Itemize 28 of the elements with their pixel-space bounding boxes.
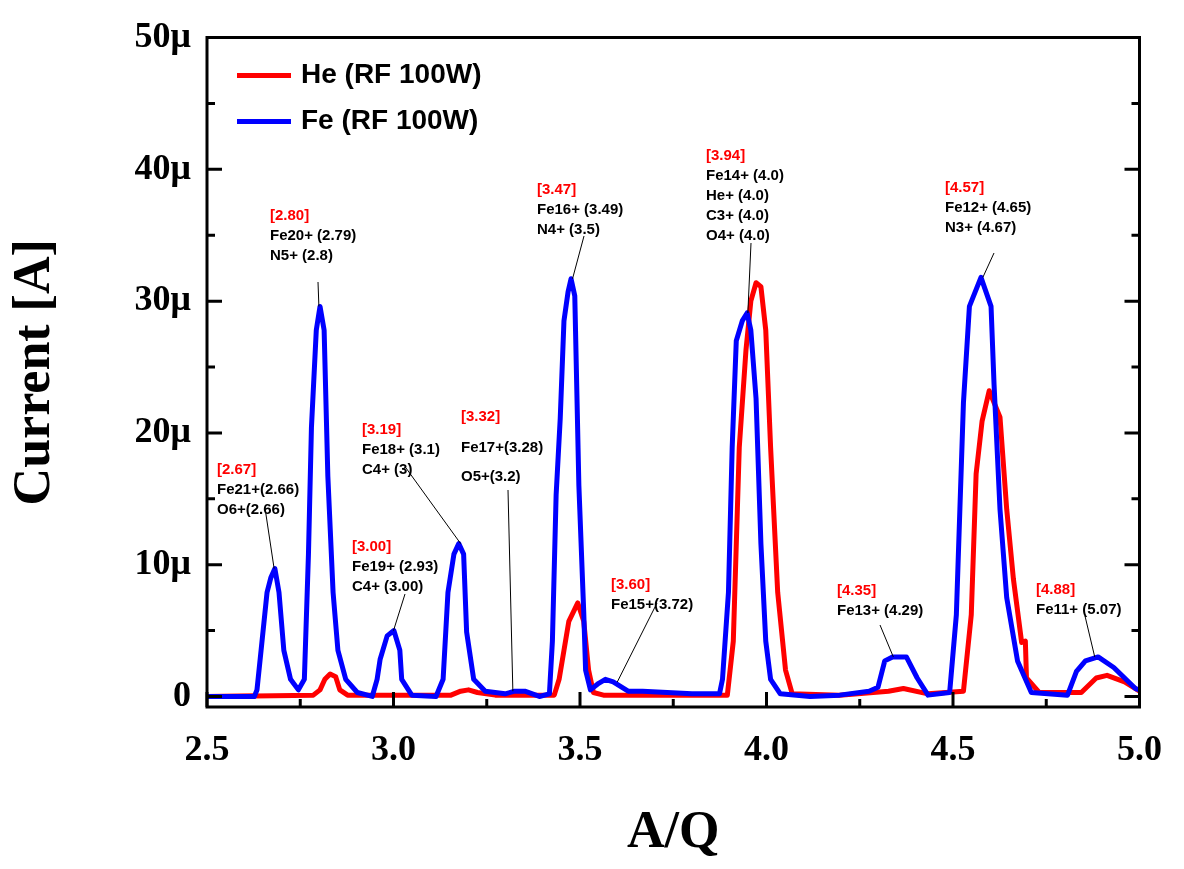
annotation: [2.80] Fe20+ (2.79) N5+ (2.8) [270, 205, 357, 263]
annotation: [4.57] Fe12+ (4.65) N3+ (4.67) [945, 177, 1032, 235]
annotation: O5+(3.2) [461, 466, 521, 484]
y-axis-title: Current [A] [2, 239, 60, 506]
y-tick-label: 20μ [134, 410, 191, 451]
x-tick-label: 5.0 [1117, 727, 1162, 768]
x-tick-label: 4.0 [744, 727, 789, 768]
annotation: [4.35] Fe13+ (4.29) [837, 580, 924, 618]
legend-label: Fe (RF 100W) [301, 104, 479, 136]
y-tick-label: 10μ [134, 541, 191, 582]
x-axis-title: A/Q [627, 801, 720, 859]
annotation: [2.67] Fe21+(2.66) O6+(2.66) [217, 459, 300, 517]
x-tick-label: 3.0 [371, 727, 416, 768]
annotation: [3.32] Fe17+(3.28) [461, 406, 544, 455]
annotation: [3.60] Fe15+(3.72) [611, 574, 694, 612]
annotation: [4.88] Fe11+ (5.07) [1036, 579, 1122, 617]
annotation: [3.00] Fe19+ (2.93) C4+ (3.00) [352, 536, 439, 594]
x-tick-label: 2.5 [184, 727, 230, 768]
legend-label: He (RF 100W) [301, 58, 482, 90]
annotation: [3.47] Fe16+ (3.49) N4+ (3.5) [537, 179, 624, 237]
annotation: [3.19] Fe18+ (3.1) C4+ (3) [362, 419, 440, 477]
y-tick-label: 50μ [134, 14, 191, 55]
x-tick-label: 3.5 [557, 727, 603, 768]
y-tick-label: 0 [173, 673, 191, 714]
y-tick-label: 30μ [134, 278, 191, 319]
x-tick-label: 4.5 [930, 727, 976, 768]
y-tick-label: 40μ [134, 146, 191, 187]
annotation: [3.94] Fe14+ (4.0) He+ (4.0) C3+ (4.0) O4+ (4.0) [706, 145, 784, 243]
